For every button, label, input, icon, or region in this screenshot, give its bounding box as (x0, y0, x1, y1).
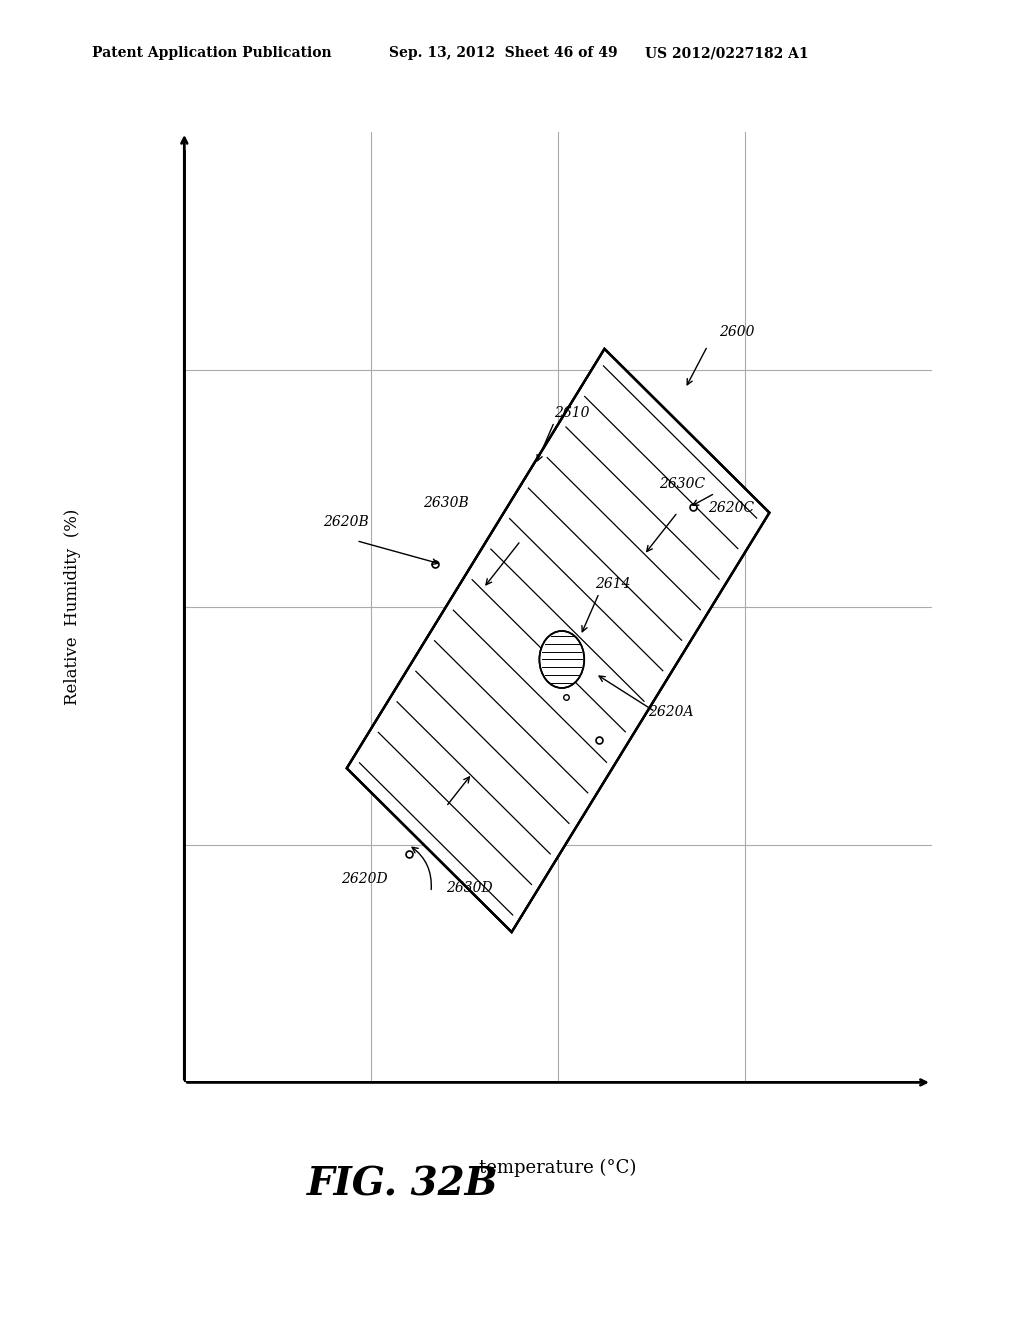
Text: 2620B: 2620B (323, 515, 369, 529)
Text: FIG. 32B: FIG. 32B (307, 1166, 499, 1204)
Text: temperature (°C): temperature (°C) (479, 1159, 637, 1176)
Text: US 2012/0227182 A1: US 2012/0227182 A1 (645, 46, 809, 61)
Polygon shape (347, 348, 769, 932)
Circle shape (540, 631, 585, 688)
Text: 2620A: 2620A (648, 705, 693, 719)
Text: 2610: 2610 (554, 407, 590, 420)
Text: 2614: 2614 (595, 577, 631, 591)
Text: 2630C: 2630C (659, 478, 706, 491)
Text: Relative  Humidity  (%): Relative Humidity (%) (63, 510, 81, 705)
Text: 2620C: 2620C (708, 502, 754, 515)
Text: 2620D: 2620D (341, 871, 388, 886)
Text: 2630D: 2630D (446, 882, 493, 895)
Text: 2600: 2600 (719, 325, 755, 339)
Text: Sep. 13, 2012  Sheet 46 of 49: Sep. 13, 2012 Sheet 46 of 49 (389, 46, 617, 61)
Text: 2630B: 2630B (424, 496, 469, 511)
Text: Patent Application Publication: Patent Application Publication (92, 46, 332, 61)
